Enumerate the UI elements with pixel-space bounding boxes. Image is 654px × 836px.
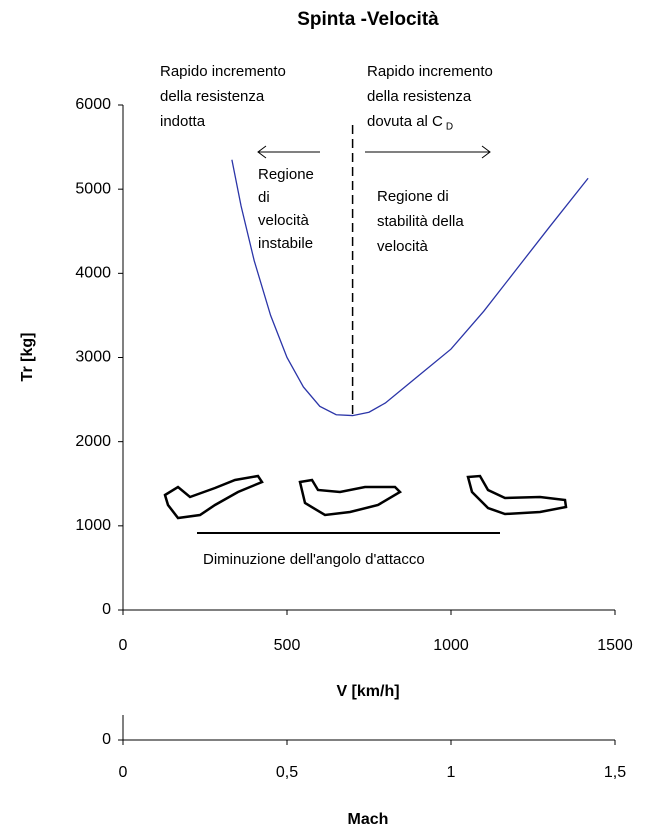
- airfoil-icons: [163, 474, 568, 520]
- mach-tick-label: 1,5: [604, 764, 626, 781]
- mach-tick-label: 0: [119, 764, 128, 781]
- chart-title: Spinta -Velocità: [297, 9, 439, 30]
- y-tick-label: 4000: [75, 265, 111, 282]
- y-tick-label: 0: [102, 601, 111, 618]
- x-tick-label: 1000: [433, 637, 469, 654]
- mach-tick-label: 0,5: [276, 764, 298, 781]
- mach-y-tick-label: 0: [102, 731, 111, 748]
- annotation: Diminuzione dell'angolo d'attacco: [203, 551, 425, 568]
- annotation: Regione di: [377, 188, 449, 205]
- mach-axis-label: Mach: [348, 811, 389, 828]
- y-axis-label: Tr [kg]: [19, 333, 36, 382]
- y-tick-label: 2000: [75, 433, 111, 450]
- annotation: di: [258, 189, 270, 206]
- x-tick-label: 1500: [597, 637, 633, 654]
- annotation: della resistenza: [160, 88, 265, 105]
- annotation: Regione: [258, 166, 314, 183]
- x-axis-label: V [km/h]: [336, 683, 399, 700]
- annotation: velocità: [377, 238, 429, 255]
- annotation: Rapido incremento: [367, 63, 493, 80]
- y-tick-label: 5000: [75, 180, 111, 197]
- y-tick-label: 1000: [75, 517, 111, 534]
- line-series: [231, 159, 589, 417]
- annotation: stabilità della: [377, 213, 464, 230]
- annotation-subscript: D: [446, 122, 453, 133]
- y-tick-label: 6000: [75, 96, 111, 113]
- annotation: della resistenza: [367, 88, 472, 105]
- annotation: velocità: [258, 212, 310, 229]
- arrows: [257, 145, 491, 159]
- annotation: Rapido incremento: [160, 63, 286, 80]
- annotation: instabile: [258, 235, 313, 252]
- y-tick-label: 3000: [75, 349, 111, 366]
- x-tick-label: 500: [274, 637, 301, 654]
- annotation: dovuta al C: [367, 113, 443, 130]
- mach-tick-label: 1: [447, 764, 456, 781]
- annotation: indotta: [160, 113, 206, 130]
- x-tick-label: 0: [119, 637, 128, 654]
